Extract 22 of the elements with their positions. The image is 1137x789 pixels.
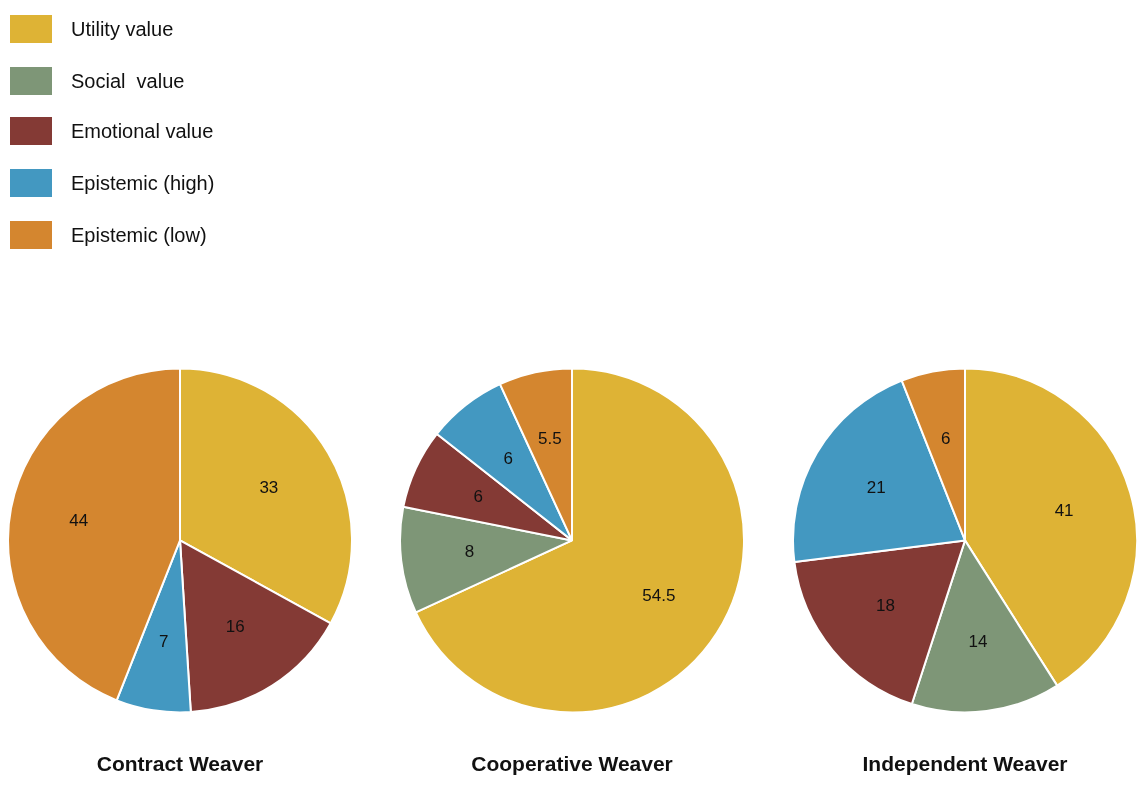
data-label: 44 — [69, 510, 89, 530]
data-label: 41 — [1054, 501, 1074, 521]
text: Cooperative Weaver — [471, 752, 673, 776]
text: Contract Weaver — [96, 752, 264, 776]
data-label: 21 — [866, 477, 886, 497]
data-label: 33 — [259, 477, 279, 497]
legend-label: Emotional value — [71, 119, 214, 143]
legend-label: Social value — [71, 69, 185, 93]
data-label: 16 — [225, 617, 245, 637]
data-label: 14 — [968, 632, 988, 652]
text: Independent Weaver — [862, 752, 1068, 776]
legend-label: Epistemic (high) — [71, 171, 215, 195]
data-label: 6 — [473, 486, 484, 506]
data-label: 6 — [940, 428, 951, 448]
data-label: 7 — [159, 632, 169, 652]
data-label: 5.5 — [538, 429, 562, 449]
data-label: 6 — [503, 449, 513, 469]
data-label: 8 — [464, 542, 475, 562]
legend-label: Utility value — [71, 17, 174, 41]
legend-label: Epistemic (low) — [71, 223, 207, 247]
data-label: 54.5 — [642, 585, 676, 605]
data-label: 18 — [876, 595, 895, 615]
